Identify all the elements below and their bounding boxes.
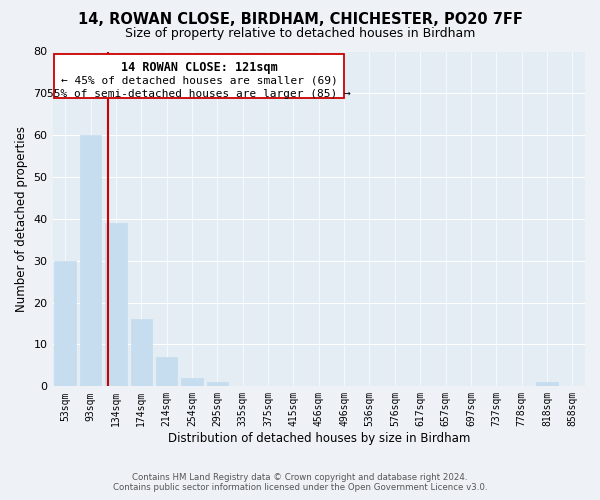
Bar	[536, 382, 558, 386]
Bar	[54, 54, 344, 98]
Text: Contains HM Land Registry data © Crown copyright and database right 2024.
Contai: Contains HM Land Registry data © Crown c…	[113, 473, 487, 492]
Text: 14, ROWAN CLOSE, BIRDHAM, CHICHESTER, PO20 7FF: 14, ROWAN CLOSE, BIRDHAM, CHICHESTER, PO…	[77, 12, 523, 28]
Text: 14 ROWAN CLOSE: 121sqm: 14 ROWAN CLOSE: 121sqm	[121, 61, 277, 74]
Bar	[105, 223, 127, 386]
Bar	[131, 320, 152, 386]
Text: 55% of semi-detached houses are larger (85) →: 55% of semi-detached houses are larger (…	[47, 89, 351, 99]
Text: ← 45% of detached houses are smaller (69): ← 45% of detached houses are smaller (69…	[61, 76, 337, 86]
X-axis label: Distribution of detached houses by size in Birdham: Distribution of detached houses by size …	[167, 432, 470, 445]
Text: Size of property relative to detached houses in Birdham: Size of property relative to detached ho…	[125, 28, 475, 40]
Bar	[181, 378, 203, 386]
Bar	[80, 135, 101, 386]
Bar	[156, 357, 178, 386]
Y-axis label: Number of detached properties: Number of detached properties	[15, 126, 28, 312]
Bar	[55, 261, 76, 386]
Bar	[206, 382, 228, 386]
